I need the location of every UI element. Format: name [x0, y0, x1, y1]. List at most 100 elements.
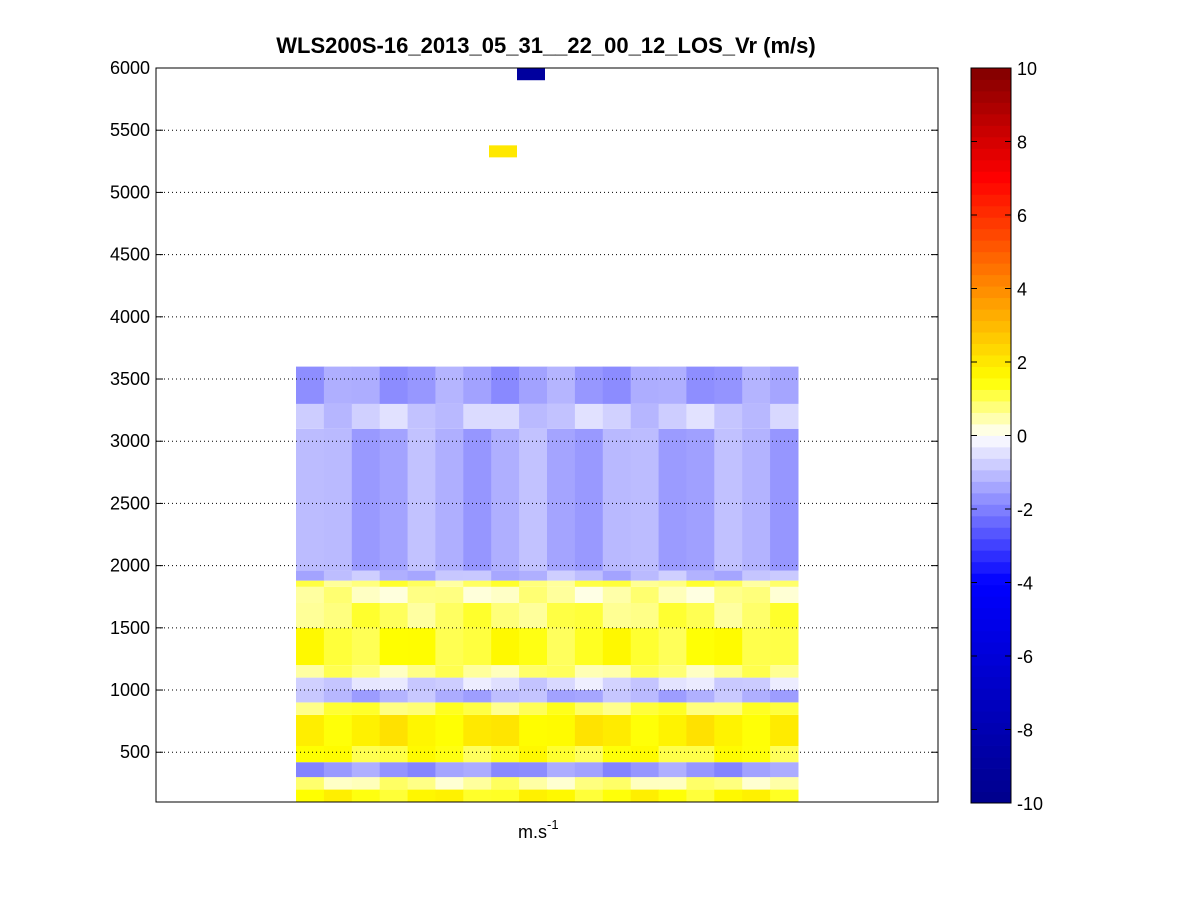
heatmap-cell [463, 366, 492, 404]
heatmap-cell [602, 586, 632, 603]
colorbar-step [971, 217, 1011, 230]
heatmap-cell [379, 690, 409, 703]
heatmap-cell [547, 570, 576, 581]
heatmap-cell [602, 570, 632, 581]
heatmap-cell [491, 746, 520, 763]
heatmap-cell [714, 762, 743, 778]
heatmap-cell [519, 777, 548, 790]
heatmap-cell [379, 762, 409, 778]
colorbar-step [971, 102, 1011, 115]
colorbar-step [971, 125, 1011, 138]
heatmap-cell [714, 428, 743, 571]
heatmap-cell [407, 586, 436, 603]
colorbar-step [971, 596, 1011, 609]
heatmap-cell [742, 714, 771, 746]
heatmap-cell [714, 702, 743, 715]
heatmap-cell [602, 746, 632, 763]
heatmap-cell [574, 428, 604, 571]
colorbar-step [971, 676, 1011, 689]
heatmap-cell [547, 627, 576, 666]
heatmap-cell [686, 702, 715, 715]
heatmap-cell [323, 762, 353, 778]
heatmap-cell [323, 714, 353, 746]
heatmap-cell [686, 602, 715, 628]
heatmap-cell [407, 627, 436, 666]
heatmap-cell [463, 702, 492, 715]
heatmap-cell [435, 602, 464, 628]
heatmap-cell [351, 428, 381, 571]
heatmap-cell [770, 366, 799, 404]
heatmap-cell [686, 627, 715, 666]
heatmap-cell [296, 586, 325, 603]
heatmap-cell [630, 789, 660, 802]
y-axis-ticks: 500 1000 1500 2000 2500 3000 3500 4000 4500 5000 5… [110, 58, 938, 762]
heatmap-cell [742, 777, 771, 790]
heatmap-cell [519, 627, 548, 666]
colorbar-step [971, 699, 1011, 712]
heatmap-cell [574, 665, 604, 678]
heatmap-cell [602, 702, 632, 715]
heatmap-cell [686, 714, 715, 746]
heatmap-cell [407, 690, 436, 703]
heatmap-cell [658, 714, 687, 746]
heatmap-cell [351, 403, 381, 429]
heatmap-cell [770, 746, 799, 763]
heatmap-cell [658, 777, 687, 790]
isolated-point [489, 145, 517, 158]
heatmap-cell [547, 789, 576, 802]
y-tick-label: 3500 [110, 369, 150, 389]
heatmap-cell [658, 762, 687, 778]
heatmap-cell [547, 762, 576, 778]
colorbar-step [971, 573, 1011, 586]
heatmap-cell [379, 627, 409, 666]
heatmap-cell [463, 428, 492, 571]
heatmap-cell [323, 690, 353, 703]
heatmap-cell [351, 665, 381, 678]
heatmap-cell [379, 702, 409, 715]
heatmap-cell [714, 665, 743, 678]
colorbar-step [971, 90, 1011, 103]
heatmap-cell [407, 665, 436, 678]
heatmap-cell [323, 602, 353, 628]
colorbar-ticks: -10 -8 -6 -4 -2 0 2 4 6 8 10 [971, 59, 1043, 814]
heatmap-cell [630, 690, 660, 703]
heatmap-cell [407, 677, 436, 690]
heatmap-cell [296, 366, 325, 404]
heatmap-cell [296, 762, 325, 778]
y-tick-label: 3000 [110, 431, 150, 451]
heatmap-cell [742, 570, 771, 581]
heatmap-cell [351, 789, 381, 802]
colorbar-step [971, 653, 1011, 666]
heatmap-cell [658, 366, 687, 404]
heatmap-cell [379, 714, 409, 746]
colorbar-step [971, 171, 1011, 184]
heatmap-cell [686, 762, 715, 778]
heatmap-cell [407, 714, 436, 746]
heatmap-cell [658, 627, 687, 666]
heatmap-cell [574, 690, 604, 703]
heatmap-cell [658, 403, 687, 429]
heatmap-cell [463, 665, 492, 678]
heatmap-cell [407, 789, 436, 802]
heatmap-cell [714, 602, 743, 628]
heatmap-cell [574, 586, 604, 603]
x-axis-label-base: m.s [518, 822, 547, 842]
heatmap-cell [770, 777, 799, 790]
heatmap-cell [658, 677, 687, 690]
heatmap-cell [296, 602, 325, 628]
heatmap-cell [686, 777, 715, 790]
heatmap-cell [351, 714, 381, 746]
colorbar-step [971, 711, 1011, 724]
heatmap-cell [630, 586, 660, 603]
heatmap-cell [463, 746, 492, 763]
heatmap-cell [296, 677, 325, 690]
heatmap-cell [407, 428, 436, 571]
heatmap-cell [519, 762, 548, 778]
heatmap-cell [519, 690, 548, 703]
heatmap-cell [323, 580, 353, 587]
colorbar-step [971, 791, 1011, 804]
heatmap-cell [742, 403, 771, 429]
colorbar-step [971, 136, 1011, 149]
heatmap-cell [714, 570, 743, 581]
heatmap-cell [323, 586, 353, 603]
